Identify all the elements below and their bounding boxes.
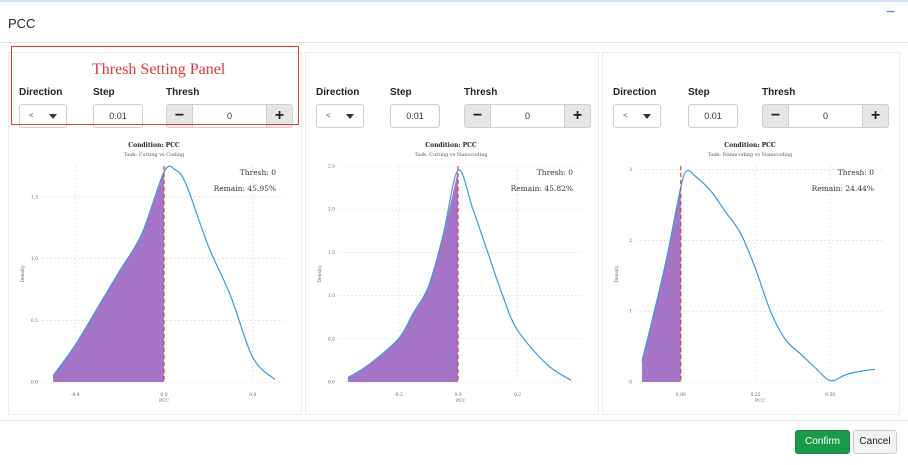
chevron-down-icon (643, 114, 651, 119)
chart-subtitle: Task: Nanocoding vs Nanocoding (708, 152, 793, 158)
density-chart-1: Condition: PCC Task: Cutting vs Coding 1.5… (20, 142, 286, 404)
y-tick-label: 1.5 (31, 194, 38, 200)
cancel-button[interactable]: Cancel (853, 430, 897, 454)
x-axis-label: PCC (456, 398, 466, 404)
y-tick-label: 1.5 (328, 250, 335, 256)
x-tick-label: 0.2 (514, 392, 521, 398)
step-input-2[interactable]: 0.01 (390, 104, 440, 128)
density-curve (641, 169, 876, 382)
thresh-panel-highlight-box (11, 46, 299, 125)
thresh-input-2[interactable]: 0 (490, 104, 565, 128)
direction-select-3[interactable]: < (613, 104, 661, 128)
header-divider (0, 42, 908, 43)
x-tick-label: 0.4 (249, 392, 256, 398)
remain-info: Remain: 45.95% (214, 184, 276, 193)
y-tick-label: 0.0 (31, 380, 38, 386)
step-label-3: Step (688, 87, 710, 98)
remain-area-fill (642, 187, 681, 382)
thresh-increment-button-2[interactable]: + (564, 104, 591, 128)
y-tick-label: 2.0 (328, 207, 335, 213)
thresh-spinner-3: − 0 + (762, 104, 889, 128)
chevron-down-icon (49, 114, 57, 119)
density-chart-2: Condition: PCC Task: Cutting vs Nanocodin… (317, 142, 583, 404)
y-tick-label: 0 (629, 380, 632, 386)
y-tick-label: 0.5 (328, 336, 335, 342)
y-tick-label: 1.0 (328, 293, 335, 299)
chart-title: Condition: PCC (128, 142, 180, 149)
thresh-label-2: Thresh (464, 87, 498, 98)
dialog-title: PCC (8, 16, 36, 31)
chart-subtitle: Task: Cutting vs Coding (124, 152, 185, 158)
x-tick-label: 0.25 (751, 392, 761, 398)
density-curve (52, 165, 276, 380)
x-tick-label: -0.2 (394, 392, 403, 398)
y-tick-label: 1 (629, 309, 632, 315)
x-tick-label: 0.0 (160, 392, 167, 398)
step-label-2: Step (390, 87, 412, 98)
y-tick-label: 3 (629, 167, 632, 173)
direction-value-1: < (29, 111, 34, 120)
thresh-info: Thresh: 0 (838, 168, 874, 177)
thresh-increment-button-3[interactable]: + (862, 104, 889, 128)
remain-info: Remain: 24.44% (812, 184, 874, 193)
chart-title: Condition: PCC (724, 142, 776, 149)
thresh-label-1: Thresh (166, 87, 200, 98)
x-tick-label: 0.50 (825, 392, 835, 398)
thresh-info: Thresh: 0 (240, 168, 276, 177)
remain-area-fill (347, 170, 458, 382)
footer-divider (0, 420, 908, 421)
y-tick-label: 0.5 (31, 318, 38, 324)
direction-select-2[interactable]: < (316, 104, 364, 128)
thresh-decrement-button-2[interactable]: − (464, 104, 491, 128)
minus-icon[interactable]: − (886, 4, 896, 21)
top-border (0, 0, 908, 2)
density-curve (347, 169, 572, 381)
x-axis-label: PCC (755, 398, 765, 404)
step-input-3[interactable]: 0.01 (688, 104, 738, 128)
x-tick-label: 0.0 (454, 392, 461, 398)
thresh-info: Thresh: 0 (537, 168, 573, 177)
direction-label-1: Direction (19, 87, 63, 98)
thresh-input-3[interactable]: 0 (788, 104, 863, 128)
density-chart-3: Condition: PCC Task: Nanocoding vs Nanoco… (614, 142, 884, 404)
y-tick-label: 0.0 (328, 380, 335, 386)
thresh-spinner-2: − 0 + (464, 104, 591, 128)
confirm-button[interactable]: Confirm (795, 430, 850, 454)
x-axis-label: PCC (159, 398, 169, 404)
x-tick-label: -0.4 (71, 392, 80, 398)
direction-value-2: < (326, 111, 331, 120)
direction-label-3: Direction (613, 87, 657, 98)
y-tick-label: 1.0 (31, 256, 38, 262)
x-tick-label: 0.00 (676, 392, 686, 398)
chart-title: Condition: PCC (425, 142, 477, 149)
chart-subtitle: Task: Cutting vs Nanocoding (414, 152, 488, 158)
y-tick-label: 2 (629, 238, 632, 244)
thresh-panel-annotation: Thresh Setting Panel (92, 61, 226, 78)
chevron-down-icon (346, 114, 354, 119)
direction-value-3: < (623, 111, 628, 120)
remain-area-fill (53, 172, 164, 382)
remain-info: Remain: 45.82% (511, 184, 573, 193)
thresh-label-3: Thresh (762, 87, 796, 98)
direction-label-2: Direction (316, 87, 360, 98)
thresh-decrement-button-3[interactable]: − (762, 104, 789, 128)
y-axis-label: Density (614, 265, 620, 283)
y-axis-label: Density (20, 265, 26, 283)
step-label-1: Step (93, 87, 115, 98)
y-axis-label: Density (317, 265, 323, 283)
y-tick-label: 2.5 (328, 164, 335, 170)
